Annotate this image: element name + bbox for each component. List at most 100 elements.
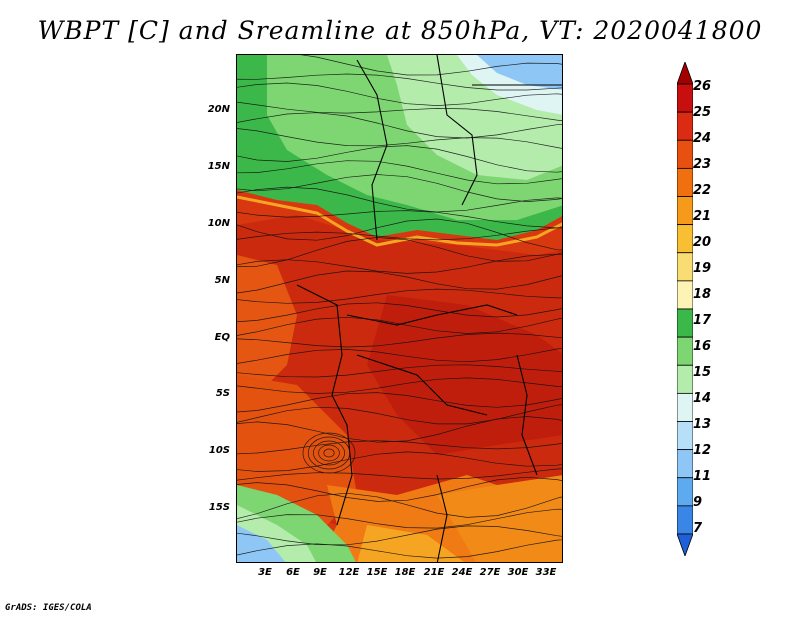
colorbar-segment xyxy=(677,505,693,535)
colorbar-label: 19 xyxy=(693,261,712,276)
streamline xyxy=(237,210,562,229)
streamline xyxy=(237,364,562,378)
streamline xyxy=(300,55,562,76)
colorbar-label: 24 xyxy=(693,131,712,146)
map-panel xyxy=(236,54,563,563)
lat-tick-label: 20N xyxy=(207,104,230,115)
streamline xyxy=(237,316,562,336)
lon-tick-label: 9E xyxy=(313,567,327,578)
streamline xyxy=(237,82,562,106)
colorbar-segment xyxy=(677,167,693,197)
colorbar-label: 25 xyxy=(693,105,712,120)
lat-tick-label: 10S xyxy=(208,445,230,456)
vortex-streamline xyxy=(302,432,356,474)
lon-tick-label: 6E xyxy=(286,567,300,578)
streamline xyxy=(237,404,562,425)
lon-tick-label: 15E xyxy=(366,567,388,578)
colorbar-label: 16 xyxy=(693,339,712,354)
colorbar-segments xyxy=(677,62,693,556)
streamlines xyxy=(237,55,562,559)
colorbar-segment xyxy=(677,224,693,254)
colorbar-segment xyxy=(677,252,693,282)
colorbar-segment xyxy=(677,111,693,141)
colorbar-segment xyxy=(677,280,693,310)
streamline xyxy=(237,237,562,267)
streamline xyxy=(237,440,562,455)
map-title: WBPT [C] and Sreamline at 850hPa, VT: 20… xyxy=(37,16,763,45)
colorbar-segment xyxy=(677,336,693,366)
vortex-streamline xyxy=(318,444,340,462)
streamline xyxy=(237,186,562,213)
streamline xyxy=(237,347,562,364)
colorbar-label: 13 xyxy=(693,417,712,432)
lon-tick-label: 21E xyxy=(423,567,445,578)
streamline xyxy=(237,468,562,481)
lat-tick-label: 15S xyxy=(208,502,230,513)
south-east-orange-region xyxy=(437,475,562,562)
colorbar-segment xyxy=(677,421,693,451)
colorbar-segment xyxy=(677,83,693,113)
vortex-streamline xyxy=(313,440,345,466)
streamline xyxy=(237,508,562,529)
colorbar-segment xyxy=(677,308,693,338)
streamline xyxy=(237,525,562,546)
streamline xyxy=(237,73,562,91)
streamline xyxy=(237,270,562,294)
vortex-streamline xyxy=(323,448,335,458)
streamline xyxy=(237,218,562,251)
streamline xyxy=(237,227,562,241)
streamline xyxy=(237,160,562,185)
colorbar-segment xyxy=(677,477,693,507)
colorbar-label: 17 xyxy=(693,313,712,328)
colorbar-segment xyxy=(677,449,693,479)
map-field xyxy=(237,55,562,562)
lon-tick-label: 18E xyxy=(394,567,416,578)
lat-tick-label: 10N xyxy=(207,218,230,229)
colorbar-label: 11 xyxy=(693,469,712,484)
colorbar-segment xyxy=(677,62,693,85)
streamline xyxy=(237,392,562,413)
colorbar-label: 12 xyxy=(693,443,712,458)
lat-tick-label: EQ xyxy=(214,332,230,343)
lon-tick-label: 3E xyxy=(258,567,272,578)
colorbar-segment xyxy=(677,533,693,556)
lon-tick-label: 27E xyxy=(479,567,501,578)
streamline xyxy=(237,302,562,323)
country-borders xyxy=(296,55,562,562)
colorbar-label: 7 xyxy=(693,521,703,536)
streamline xyxy=(237,128,562,149)
colorbar-label: 22 xyxy=(693,183,712,198)
colorbar-label: 18 xyxy=(693,287,712,302)
orange-west-region xyxy=(237,255,297,395)
orange-south-region xyxy=(237,375,357,525)
streamline xyxy=(237,451,562,472)
lon-tick-label: 12E xyxy=(338,567,360,578)
colorbar-label: 20 xyxy=(693,235,712,250)
colorbar xyxy=(677,62,693,556)
streamline xyxy=(237,101,562,121)
boundary-band xyxy=(237,195,562,247)
lat-tick-label: 15N xyxy=(207,161,230,172)
streamline xyxy=(237,288,562,304)
colorbar-segment xyxy=(677,139,693,169)
streamline xyxy=(237,112,562,139)
lon-tick-label: 24E xyxy=(451,567,473,578)
lon-tick-label: 30E xyxy=(507,567,529,578)
lat-tick-label: 5S xyxy=(215,388,230,399)
streamline xyxy=(237,377,562,394)
streamline xyxy=(237,539,562,559)
credit-footer: GrADS: IGES/COLA xyxy=(5,603,92,613)
colorbar-label: 21 xyxy=(693,209,712,224)
colorbar-segment xyxy=(677,392,693,422)
colorbar-label: 26 xyxy=(693,79,712,94)
colorbar-label: 9 xyxy=(693,495,703,510)
streamline xyxy=(237,492,562,519)
lat-tick-label: 5N xyxy=(214,275,230,286)
colorbar-segment xyxy=(677,364,693,394)
streamline xyxy=(237,332,562,348)
colorbar-label: 23 xyxy=(693,157,712,172)
lon-tick-label: 33E xyxy=(535,567,557,578)
streamline xyxy=(237,253,562,274)
south-yellow-patch xyxy=(357,525,465,562)
streamline xyxy=(237,145,562,173)
